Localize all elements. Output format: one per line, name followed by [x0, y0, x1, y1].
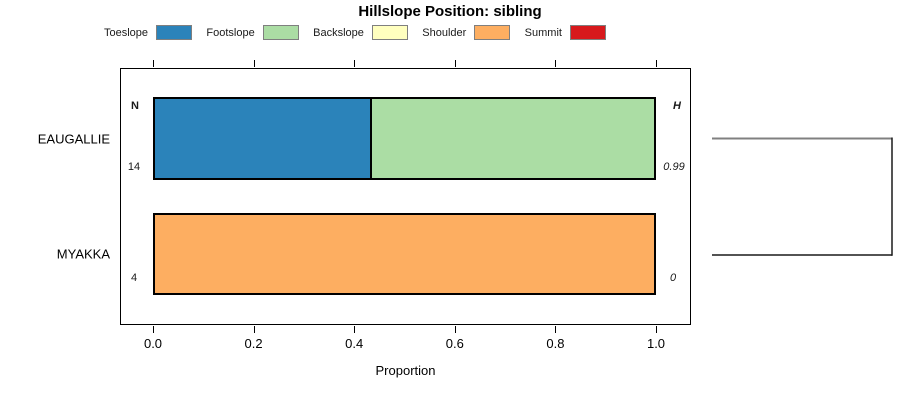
x-tick-top — [354, 60, 356, 67]
x-tick-top — [454, 60, 456, 67]
legend-item-backslope: Backslope — [313, 25, 408, 40]
legend-swatch-footslope — [262, 25, 299, 40]
legend-item-summit: Summit — [525, 25, 606, 40]
x-tick-top — [153, 60, 154, 67]
n-column-header: N — [131, 100, 139, 112]
bar-segment-myakka-shoulder — [155, 215, 654, 293]
x-tick-bottom — [153, 326, 154, 333]
x-tick-bottom — [454, 326, 456, 333]
legend-swatch-shoulder — [474, 25, 511, 40]
category-label-myakka: MYAKKA — [56, 246, 110, 262]
legend-label-summit: Summit — [524, 26, 562, 39]
x-tick-bottom — [253, 326, 255, 333]
legend-label-toeslope: Toeslope — [104, 26, 149, 39]
legend-label-shoulder: Shoulder — [422, 26, 467, 39]
legend-item-toeslope: Toeslope — [104, 25, 193, 40]
bar-segment-eaugallie-footslope — [369, 99, 654, 178]
x-tick-bottom — [555, 326, 557, 333]
h-value-myakka: 0 — [669, 272, 677, 284]
x-tick-label: 0.8 — [546, 336, 565, 351]
chart-title: Hillslope Position: sibling — [358, 3, 542, 20]
legend-label-footslope: Footslope — [206, 26, 255, 39]
legend-item-footslope: Footslope — [206, 25, 299, 40]
x-tick-label: 0.6 — [445, 336, 464, 351]
bar-myakka — [153, 213, 656, 295]
x-tick-label: 0.0 — [143, 336, 163, 351]
x-axis-label: Proportion — [375, 363, 436, 378]
x-tick-top — [656, 60, 657, 67]
x-tick-label: 0.2 — [244, 336, 263, 351]
n-value-myakka: 4 — [130, 272, 138, 284]
legend-swatch-summit — [569, 25, 606, 40]
legend-swatch-toeslope — [156, 25, 193, 40]
x-tick-label: 0.4 — [345, 336, 364, 351]
x-tick-top — [253, 60, 255, 67]
n-value-eaugallie: 14 — [127, 161, 141, 173]
legend-item-shoulder: Shoulder — [422, 25, 511, 40]
x-tick-bottom — [354, 326, 356, 333]
legend-label-backslope: Backslope — [313, 26, 364, 39]
category-label-eaugallie: EAUGALLIE — [37, 131, 110, 147]
legend-swatch-backslope — [371, 25, 408, 40]
x-tick-top — [555, 60, 557, 67]
x-tick-bottom — [656, 326, 657, 333]
h-value-eaugallie: 0.99 — [663, 161, 685, 173]
x-tick-label: 1.0 — [646, 336, 666, 351]
bar-eaugallie — [153, 97, 656, 180]
legend: Toeslope Footslope Backslope Shoulder Summit — [104, 25, 606, 40]
bar-segment-eaugallie-toeslope — [155, 99, 370, 178]
h-column-header: H — [673, 100, 681, 112]
